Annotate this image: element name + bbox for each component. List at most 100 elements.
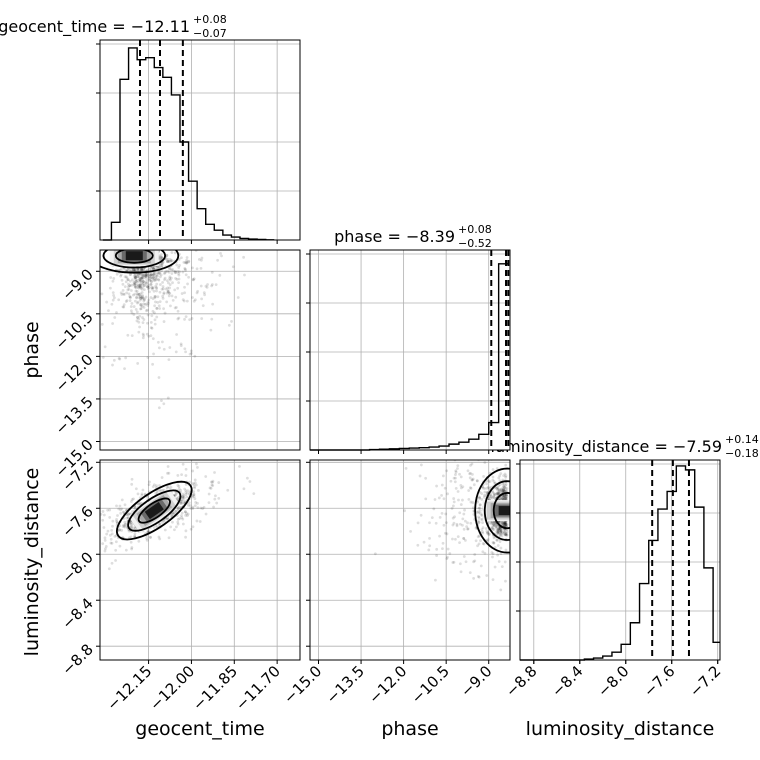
scatter-point xyxy=(496,544,500,547)
scatter-point xyxy=(477,575,481,579)
scatter-point xyxy=(173,244,176,247)
scatter-point xyxy=(150,265,154,269)
scatter-point xyxy=(170,268,173,272)
scatter-point xyxy=(126,278,130,282)
scatter-point xyxy=(125,276,129,280)
scatter-point xyxy=(492,524,496,528)
scatter-point xyxy=(154,295,157,298)
scatter-point xyxy=(502,530,506,534)
scatter-point xyxy=(452,521,456,525)
scatter-point xyxy=(149,296,153,299)
scatter-point xyxy=(451,561,455,564)
scatter-point xyxy=(102,513,106,517)
scatter-point xyxy=(151,267,155,271)
scatter-point xyxy=(115,272,119,276)
scatter-point xyxy=(153,295,157,298)
scatter-point xyxy=(168,275,172,279)
scatter-point xyxy=(174,269,177,273)
scatter-point xyxy=(158,300,162,304)
scatter-point xyxy=(504,523,508,527)
scatter-point xyxy=(162,243,165,246)
scatter-point xyxy=(170,244,173,247)
panel-frame xyxy=(519,459,721,661)
scatter-point xyxy=(127,529,131,533)
y-axis-label-phase: phase xyxy=(21,321,43,378)
scatter-point xyxy=(481,526,485,530)
scatter-point xyxy=(502,488,506,492)
scatter-point xyxy=(129,521,133,524)
scatter-point xyxy=(498,491,502,494)
scatter-point xyxy=(497,456,500,459)
scatter-point xyxy=(185,261,188,265)
scatter-point xyxy=(499,527,502,531)
scatter-point xyxy=(242,255,245,259)
scatter-point xyxy=(121,305,125,309)
scatter-point xyxy=(166,286,170,290)
ytick-label-phase-1: −10.5 xyxy=(52,308,97,353)
scatter-point xyxy=(491,526,495,530)
scatter-point xyxy=(156,265,160,269)
scatter-point xyxy=(499,546,503,550)
scatter-point xyxy=(137,284,140,288)
scatter-point xyxy=(137,285,140,289)
scatter-point xyxy=(185,261,189,265)
scatter-point xyxy=(135,240,138,243)
scatter-point xyxy=(451,504,455,508)
scatter-point xyxy=(497,492,501,495)
scatter-point xyxy=(183,291,187,295)
scatter-point xyxy=(462,537,466,540)
scatter-point xyxy=(482,475,486,478)
scatter-point xyxy=(167,536,171,540)
scatter-point xyxy=(133,534,137,538)
scatter-point xyxy=(497,484,501,488)
scatter-point xyxy=(187,454,190,457)
scatter-point xyxy=(147,298,151,302)
scatter-point xyxy=(167,358,171,362)
panel-hist-luminosity_distance xyxy=(516,459,721,664)
scatter-point xyxy=(137,320,141,324)
scatter-point xyxy=(120,267,123,271)
scatter-point xyxy=(462,512,466,516)
scatter-point xyxy=(170,251,174,254)
scatter-point xyxy=(139,307,142,311)
scatter-point xyxy=(148,535,152,539)
scatter-point xyxy=(135,275,139,279)
scatter-point xyxy=(157,304,161,308)
scatter-point xyxy=(166,260,169,264)
scatter-point xyxy=(163,271,167,275)
scatter-point xyxy=(496,531,500,535)
scatter-point xyxy=(496,492,500,496)
scatter-point xyxy=(128,284,132,288)
scatter-point xyxy=(502,521,506,525)
scatter-point xyxy=(495,524,499,528)
scatter-point xyxy=(194,483,198,487)
scatter-point xyxy=(146,313,150,317)
panel-frame xyxy=(99,459,301,661)
scatter-point xyxy=(135,244,138,247)
scatter-point xyxy=(103,549,107,553)
scatter-point xyxy=(141,283,144,286)
scatter-point xyxy=(471,506,475,510)
scatter-point xyxy=(163,276,167,280)
scatter-point xyxy=(200,258,203,262)
scatter-point xyxy=(491,552,495,556)
scatter-point xyxy=(149,273,153,277)
scatter-point xyxy=(137,330,141,334)
scatter-point xyxy=(185,495,189,499)
scatter-point xyxy=(168,291,172,295)
scatter-point xyxy=(170,259,174,263)
scatter-point xyxy=(146,495,149,499)
scatter-point xyxy=(160,264,164,267)
scatter-point xyxy=(128,295,132,299)
scatter-point xyxy=(144,273,148,276)
scatter-point xyxy=(158,254,162,258)
scatter-point xyxy=(500,489,504,493)
scatter-point xyxy=(133,276,137,280)
scatter-point xyxy=(184,350,187,354)
scatter-point xyxy=(161,294,165,298)
scatter-point xyxy=(451,516,455,520)
scatter-point xyxy=(138,314,142,318)
scatter-point xyxy=(211,283,214,286)
scatter-point xyxy=(166,257,170,261)
scatter-point xyxy=(498,534,502,538)
